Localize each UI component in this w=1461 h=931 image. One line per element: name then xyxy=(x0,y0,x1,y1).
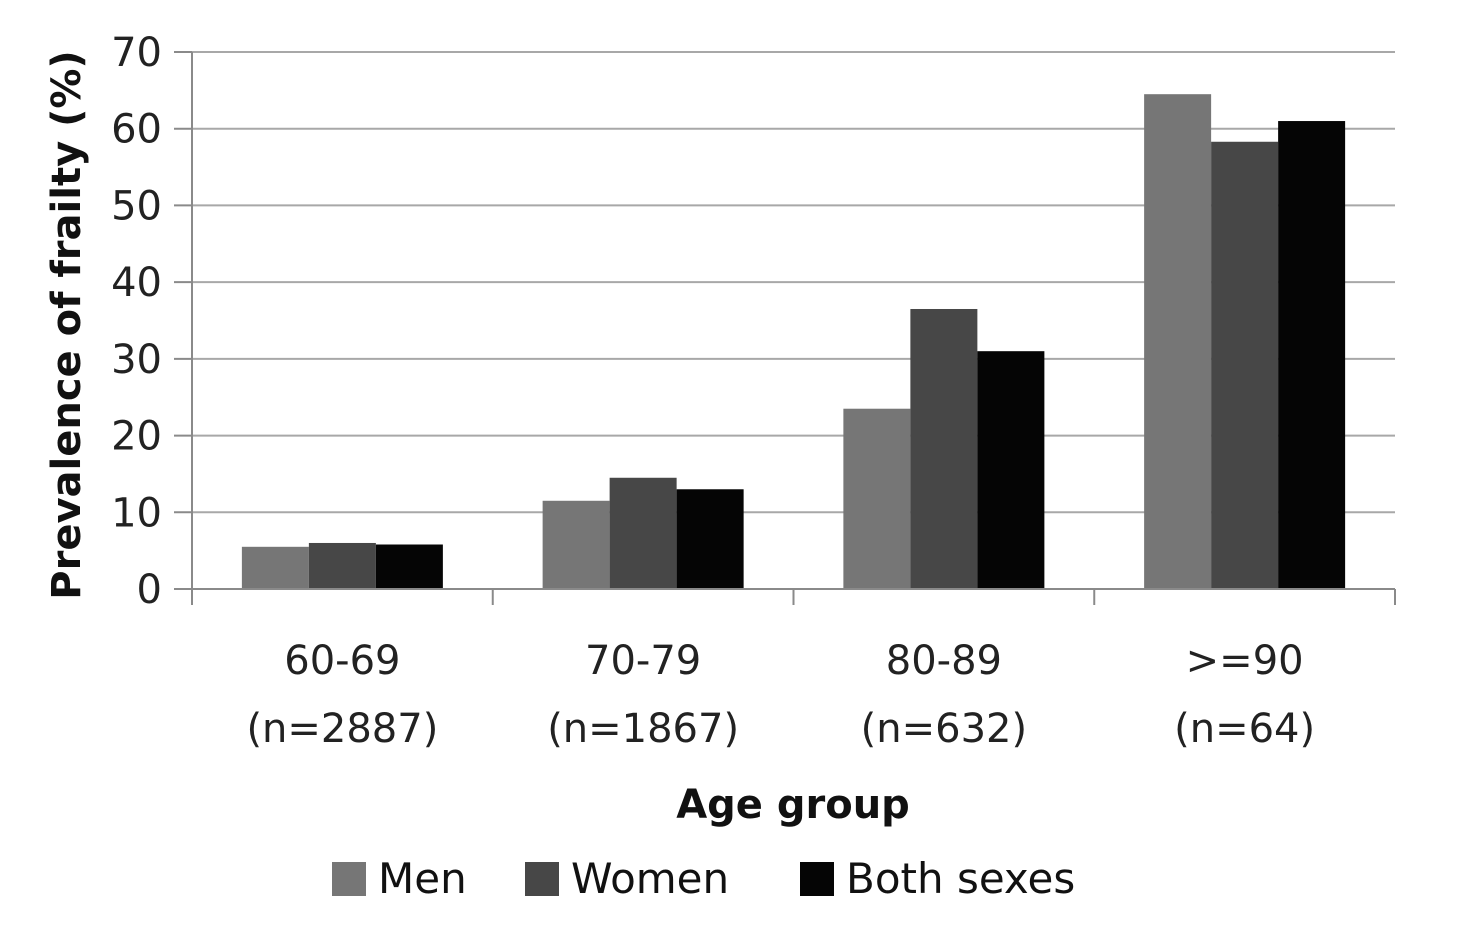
bar-men-2 xyxy=(542,500,610,589)
bar-both-sexes-4 xyxy=(1278,121,1346,590)
x-category-label: >=90 xyxy=(1186,638,1304,684)
x-category-label: 60-69 xyxy=(284,638,400,684)
y-tick-label: 10 xyxy=(111,490,162,536)
bar-men-4 xyxy=(1144,94,1212,589)
y-tick-label: 20 xyxy=(111,414,162,460)
legend: Men Women Both sexes xyxy=(332,854,1075,903)
legend-label: Men xyxy=(378,854,467,903)
bar-men-1 xyxy=(241,546,309,589)
x-category-label: 70-79 xyxy=(585,638,701,684)
y-axis-title: Prevalence of frailty (%) xyxy=(44,50,90,599)
bars xyxy=(241,94,1346,590)
y-tick-label: 30 xyxy=(111,337,162,383)
axes xyxy=(191,52,1396,605)
x-category-sublabel: (n=64) xyxy=(1174,706,1315,752)
legend-label: Both sexes xyxy=(846,854,1075,903)
bar-women-2 xyxy=(609,477,677,589)
bar-women-4 xyxy=(1211,141,1279,589)
bar-both-sexes-1 xyxy=(375,544,443,589)
y-tick-labels: 0 10 20 30 40 50 60 70 xyxy=(111,30,162,613)
x-axis-title: Age group xyxy=(676,782,910,828)
y-tick-label: 40 xyxy=(111,260,162,306)
bar-both-sexes-2 xyxy=(676,489,744,589)
bar-women-1 xyxy=(308,542,376,589)
x-category-labels: 60-69 (n=2887) 70-79 (n=1867) 80-89 (n=632) >=… xyxy=(246,638,1315,752)
x-category-sublabel: (n=1867) xyxy=(547,706,739,752)
y-tick-label: 70 xyxy=(111,30,162,76)
y-tick-label: 50 xyxy=(111,183,162,229)
y-tick-label: 60 xyxy=(111,107,162,153)
legend-swatch xyxy=(332,862,366,896)
x-category-sublabel: (n=632) xyxy=(861,706,1027,752)
legend-label: Women xyxy=(571,854,729,903)
bar-men-3 xyxy=(843,408,911,589)
legend-swatch xyxy=(800,862,834,896)
bar-women-3 xyxy=(910,308,978,589)
x-category-label: 80-89 xyxy=(886,638,1002,684)
legend-swatch xyxy=(525,862,559,896)
x-category-sublabel: (n=2887) xyxy=(246,706,438,752)
bar-both-sexes-3 xyxy=(977,351,1045,589)
y-tick-label: 0 xyxy=(137,567,162,613)
